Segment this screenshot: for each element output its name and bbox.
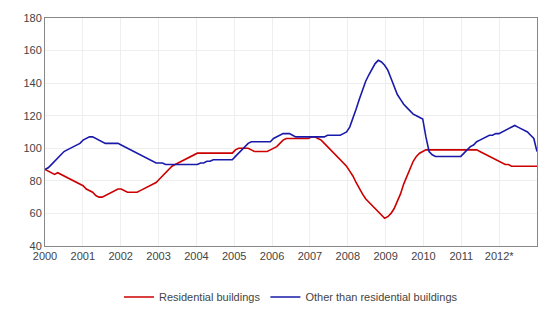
svg-text:60: 60 bbox=[30, 207, 42, 219]
svg-text:2004: 2004 bbox=[184, 250, 208, 262]
svg-text:2010: 2010 bbox=[411, 250, 435, 262]
svg-text:2009: 2009 bbox=[373, 250, 397, 262]
svg-text:2006: 2006 bbox=[260, 250, 284, 262]
svg-text:2007: 2007 bbox=[298, 250, 322, 262]
svg-text:80: 80 bbox=[30, 175, 42, 187]
svg-text:2003: 2003 bbox=[146, 250, 170, 262]
svg-text:120: 120 bbox=[23, 110, 41, 122]
svg-text:2005: 2005 bbox=[222, 250, 246, 262]
svg-text:180: 180 bbox=[23, 12, 41, 24]
svg-text:160: 160 bbox=[23, 44, 41, 56]
svg-text:2011: 2011 bbox=[449, 250, 473, 262]
svg-text:2012*: 2012* bbox=[485, 250, 514, 262]
svg-text:100: 100 bbox=[23, 142, 41, 154]
svg-text:40: 40 bbox=[30, 240, 42, 252]
svg-text:Residential buildings: Residential buildings bbox=[159, 291, 260, 303]
svg-text:2002: 2002 bbox=[108, 250, 132, 262]
svg-text:140: 140 bbox=[23, 77, 41, 89]
svg-text:Other than residential buildin: Other than residential buildings bbox=[305, 291, 457, 303]
svg-text:2000: 2000 bbox=[33, 250, 57, 262]
svg-text:2001: 2001 bbox=[71, 250, 95, 262]
svg-text:2008: 2008 bbox=[336, 250, 360, 262]
